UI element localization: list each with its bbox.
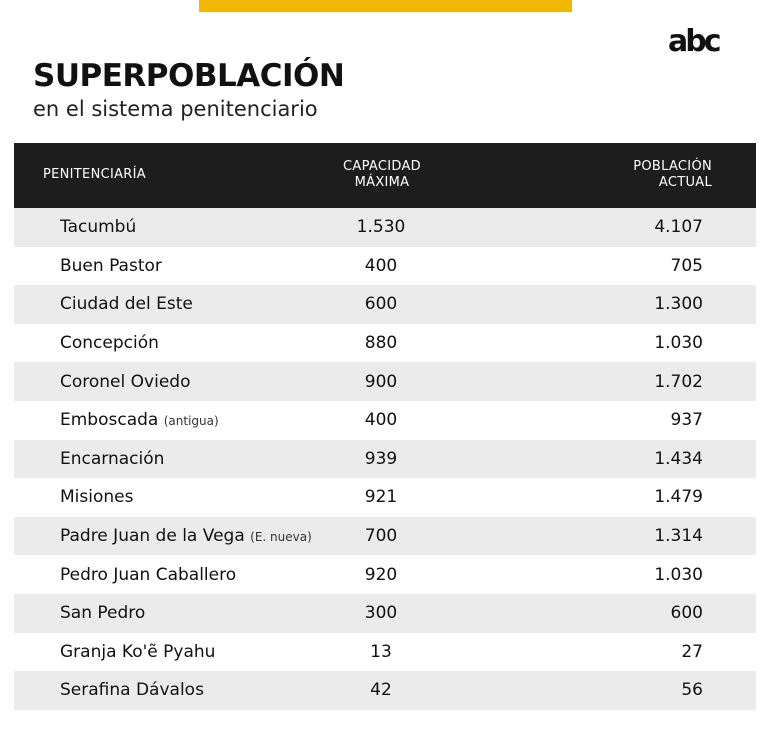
column-header-capacity-line1: CAPACIDAD [343,159,421,174]
prison-name-cell: Pedro Juan Caballero [60,565,236,585]
column-header-capacity: CAPACIDAD MÁXIMA [336,159,428,191]
top-accent-bar [199,0,572,12]
table-row: Granja Ko'ẽ Pyahu 13 27 [14,633,756,672]
page-subtitle: en el sistema penitenciario [33,97,318,121]
capacity-cell: 13 [370,641,392,662]
table-row: Coronel Oviedo 900 1.702 [14,362,756,401]
column-header-name: PENITENCIARÍA [43,167,146,182]
table-row: Concepción 880 1.030 [14,324,756,363]
prison-name-cell: Ciudad del Este [60,294,193,314]
table-row: Ciudad del Este 600 1.300 [14,285,756,324]
table-row: Buen Pastor 400 705 [14,247,756,286]
population-cell: 1.300 [654,294,703,315]
table-row: Padre Juan de la Vega (E. nueva) 700 1.314 [14,516,756,556]
capacity-cell: 300 [364,603,398,624]
capacity-cell: 400 [364,255,398,276]
prison-name-cell: Coronel Oviedo [60,372,190,392]
prison-name: Emboscada [60,410,159,431]
prison-name-cell: San Pedro [60,603,145,623]
capacity-cell: 600 [364,294,398,315]
prison-name: Buen Pastor [60,255,162,276]
prison-name: Encarnación [60,448,165,469]
capacity-cell: 939 [364,448,398,469]
prison-name-cell: Padre Juan de la Vega (E. nueva) [60,526,312,546]
prison-name-cell: Granja Ko'ẽ Pyahu [60,642,215,662]
prison-name-cell: Misiones [60,487,133,507]
prison-name: Pedro Juan Caballero [60,564,237,585]
population-cell: 937 [670,410,703,431]
capacity-cell: 400 [364,410,398,431]
table-row: Encarnación 939 1.434 [14,439,756,479]
capacity-cell: 700 [364,526,398,547]
population-cell: 1.479 [654,487,703,508]
prison-note: (antigua) [163,414,219,429]
capacity-cell: 1.530 [356,217,406,238]
prison-name-cell: Concepción [60,333,159,353]
capacity-cell: 921 [364,487,398,508]
column-header-population-line2: ACTUAL [658,175,712,190]
table-row: Tacumbú 1.530 4.107 [14,208,756,247]
population-cell: 705 [670,255,703,276]
prison-table: PENITENCIARÍA CAPACIDAD MÁXIMA POBLACIÓN… [14,143,756,710]
abc-logo: abc [668,24,722,59]
table-row: Serafina Dávalos 42 56 [14,671,756,710]
prison-name: Tacumbú [60,217,137,238]
prison-name: Coronel Oviedo [60,371,191,392]
population-cell: 1.702 [654,371,703,392]
population-cell: 600 [670,603,703,624]
prison-name: Ciudad del Este [60,294,193,315]
population-cell: 56 [681,680,703,701]
population-cell: 1.030 [654,333,703,354]
prison-name: San Pedro [60,603,146,624]
table-header: PENITENCIARÍA CAPACIDAD MÁXIMA POBLACIÓN… [14,143,756,208]
prison-name: Misiones [60,487,134,508]
prison-name-cell: Buen Pastor [60,256,162,276]
prison-name-cell: Tacumbú [60,217,136,237]
column-header-population-line1: POBLACIÓN [633,159,712,174]
prison-name: Serafina Dávalos [60,680,204,701]
capacity-cell: 900 [364,371,398,392]
page-title: SUPERPOBLACIÓN [33,58,345,94]
prison-name-cell: Serafina Dávalos [60,680,204,700]
prison-note: (E. nueva) [250,530,312,545]
population-cell: 27 [681,641,703,662]
population-cell: 1.030 [654,564,703,585]
table-row: Misiones 921 1.479 [14,478,756,517]
table-body: Tacumbú 1.530 4.107 Buen Pastor 400 705 Ciudad… [14,208,756,710]
capacity-cell: 920 [364,564,398,585]
table-row: Pedro Juan Caballero 920 1.030 [14,555,756,594]
prison-name: Padre Juan de la Vega [60,526,245,547]
prison-name-cell: Encarnación [60,449,164,469]
column-header-capacity-line2: MÁXIMA [354,175,410,190]
column-header-population: POBLACIÓN ACTUAL [633,159,712,191]
capacity-cell: 42 [370,680,392,701]
prison-name: Concepción [60,333,159,354]
prison-name: Granja Ko'ẽ Pyahu [60,641,216,662]
table-row: Emboscada (antigua) 400 937 [14,401,756,440]
population-cell: 1.314 [654,526,703,547]
population-cell: 4.107 [654,217,703,238]
prison-name-cell: Emboscada (antigua) [60,410,219,430]
table-row: San Pedro 300 600 [14,593,756,633]
capacity-cell: 880 [364,333,398,354]
population-cell: 1.434 [654,448,703,469]
